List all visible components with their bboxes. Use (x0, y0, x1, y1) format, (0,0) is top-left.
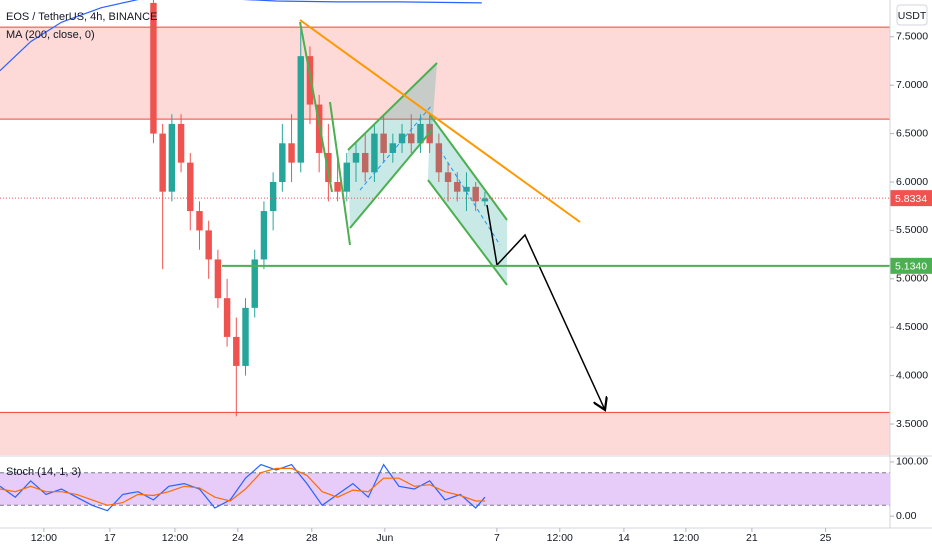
x-tick-label: 14 (618, 532, 630, 544)
zone (0, 412, 890, 455)
candle-body (205, 230, 212, 260)
candle-body (159, 133, 166, 192)
currency-box[interactable] (896, 4, 928, 26)
candle-body (389, 143, 397, 153)
mid-line (439, 149, 501, 246)
x-tick-label: 25 (820, 532, 832, 544)
mid-line (359, 104, 433, 191)
candle-body (269, 182, 277, 212)
x-tick-label: 21 (746, 532, 758, 544)
candle-body (334, 182, 341, 192)
y-tick-label: 5.5000 (896, 224, 928, 236)
ma-line (0, 0, 482, 72)
candle-body (260, 211, 268, 260)
candle-body (408, 133, 415, 144)
channel-line (427, 179, 508, 286)
candle-body (306, 56, 314, 105)
ma-label: MA (200, close, 0) (6, 29, 95, 41)
zones (0, 26, 890, 455)
candle-body (223, 298, 231, 337)
drawings (299, 19, 605, 410)
x-tick-label: 12:00 (162, 532, 188, 544)
candle-body (472, 186, 479, 202)
candle-body (214, 259, 222, 299)
trend-line (299, 19, 581, 223)
x-tick-label: 7 (494, 532, 500, 544)
candle-body (288, 143, 295, 163)
candle-body (463, 186, 470, 192)
x-tick-label: 28 (306, 532, 318, 544)
chart-title: EOS / TetherUS, 4h, BINANCE (6, 11, 157, 23)
candle-body (444, 172, 452, 182)
candle-body (435, 143, 443, 173)
zone (0, 27, 890, 120)
axes: 7.5000 7.0000 6.5000 6.0000 5.5000 5.0000 4.50… (31, 31, 929, 544)
candle-body (454, 182, 461, 192)
pole-line (329, 101, 351, 246)
stoch-line (0, 467, 485, 506)
y-tick-label: 6.5000 (896, 127, 928, 139)
stoch-pane: Stoch (14, 1, 3) (0, 463, 890, 512)
channel-line (349, 129, 433, 229)
stoch-line (0, 463, 486, 512)
candle-body (361, 152, 369, 173)
ma (0, 0, 482, 72)
candle-body (233, 336, 240, 366)
price-tag-label: 5.8334 (895, 193, 927, 205)
channel-line (347, 62, 438, 151)
y-tick-label: 3.5000 (896, 418, 928, 430)
y-tick-label: 7.0000 (896, 79, 928, 91)
channel-line (429, 114, 508, 221)
candle-body (150, 2, 157, 134)
candle-body (187, 162, 194, 212)
candle-body (371, 133, 378, 173)
candle-body (242, 307, 249, 366)
candle-body (177, 123, 185, 163)
candle-body (343, 162, 351, 192)
candle-body (251, 259, 258, 308)
projection-arrow (486, 204, 605, 410)
candle-body (380, 133, 387, 153)
x-tick-label: 12:00 (31, 532, 57, 544)
stoch-tick-label: 0.00 (896, 510, 917, 522)
pole-line (299, 21, 333, 193)
x-tick-label: Jun (376, 532, 393, 544)
x-tick-label: 12:00 (547, 532, 573, 544)
price-tag-label: 5.1340 (895, 261, 927, 273)
candle-body (417, 123, 424, 144)
channel-fill (428, 115, 507, 285)
y-tick-label: 5.0000 (896, 273, 928, 285)
channel-fill (348, 63, 437, 228)
candle-body (279, 143, 286, 182)
levels: 5.8334 5.1340 (0, 190, 932, 274)
price-tag (890, 257, 932, 274)
y-tick-label: 7.5000 (896, 31, 928, 43)
candle-body (196, 211, 203, 231)
y-tick-label: 4.0000 (896, 369, 928, 381)
y-tick-label: 6.0000 (896, 176, 928, 188)
x-tick-label: 17 (104, 532, 116, 544)
candle-body (398, 133, 406, 144)
candle-body (481, 198, 489, 202)
currency: USDT (898, 10, 927, 22)
x-tick-label: 12:00 (673, 532, 699, 544)
stoch-tick-label: 100.00 (896, 456, 928, 468)
candle-body (297, 56, 304, 163)
x-tick-label: 24 (232, 532, 244, 544)
candle-body (168, 123, 176, 192)
price-tag (890, 190, 932, 207)
candle-body (352, 152, 360, 163)
stoch-title: Stoch (14, 1, 3) (6, 466, 81, 478)
y-tick-label: 4.5000 (896, 321, 928, 333)
